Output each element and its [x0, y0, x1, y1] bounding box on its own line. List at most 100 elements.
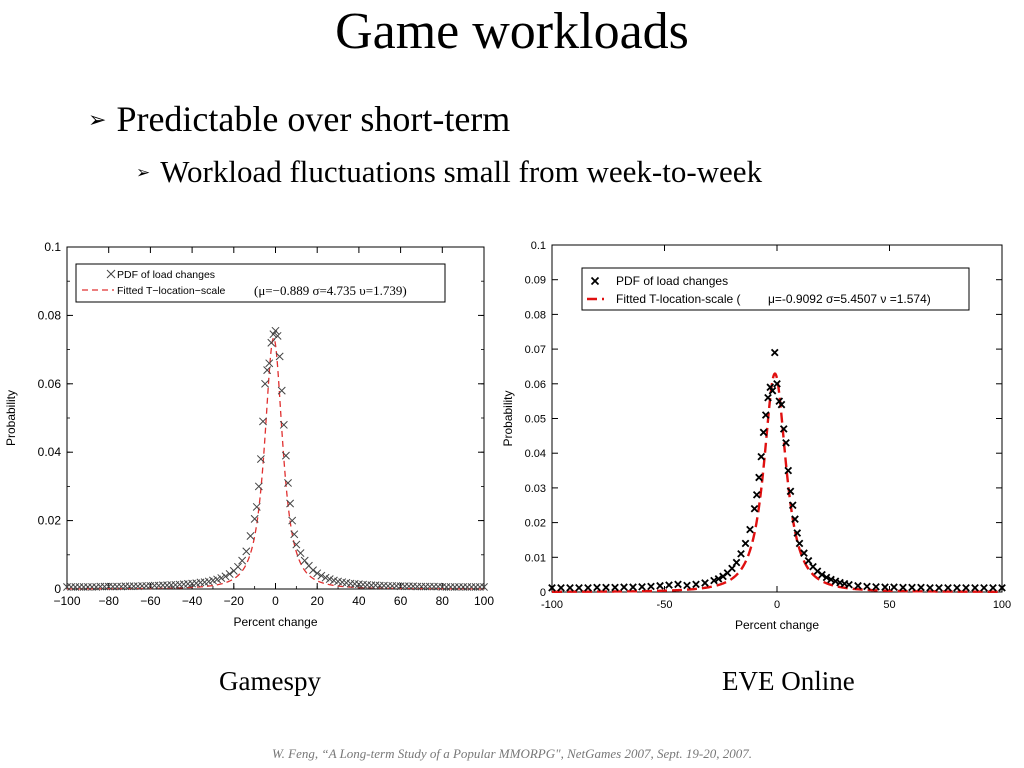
data-point-stroke	[647, 582, 655, 591]
data-point-stroke	[899, 583, 907, 592]
data-point-stroke	[674, 580, 682, 589]
legend: PDF of load changes Fitted T−location−sca…	[75, 263, 446, 303]
data-point-stroke	[768, 386, 777, 395]
data-point	[584, 583, 592, 592]
data-point	[309, 566, 317, 575]
data-point-stroke	[962, 583, 970, 592]
data-point-stroke	[822, 573, 831, 582]
data-point	[770, 348, 779, 357]
data-point-stroke	[714, 574, 723, 583]
bullet-level2: ➢ Workload fluctuations small from week-t…	[136, 154, 762, 190]
data-point-stroke	[256, 455, 265, 463]
citation: W. Feng, “A Long-term Study of a Popular…	[272, 746, 752, 761]
y-tick-label: 0.05	[525, 414, 546, 426]
data-point-stroke	[354, 580, 363, 589]
data-point	[962, 583, 970, 592]
data-point	[755, 473, 763, 482]
data-point	[213, 575, 222, 584]
y-tick-label: 0.06	[38, 377, 62, 391]
data-point	[277, 386, 286, 395]
y-tick-label: 0.02	[38, 514, 62, 528]
data-point-stroke	[252, 502, 261, 511]
legend-label: PDF of load changes	[616, 274, 728, 288]
x-tick-label: 0	[272, 594, 279, 608]
data-point-stroke	[683, 581, 691, 590]
data-point-stroke	[759, 428, 768, 437]
data-point-stroke	[784, 466, 793, 475]
data-point	[674, 580, 682, 589]
data-point	[602, 583, 610, 592]
data-point-stroke	[242, 547, 251, 556]
data-point-stroke	[786, 487, 795, 496]
data-point-stroke	[692, 580, 700, 589]
data-point	[795, 539, 804, 548]
data-point	[872, 582, 880, 591]
y-tick-label: 0.01	[525, 552, 546, 564]
bullet-level1: ➢ Predictable over short-term	[88, 98, 510, 140]
data-point	[286, 499, 295, 508]
bullet-arrow-icon: ➢	[136, 163, 151, 183]
data-point	[746, 525, 754, 534]
y-tick-label: 0.02	[525, 518, 546, 530]
fitted-curve-line	[552, 372, 1002, 593]
data-point	[788, 501, 797, 510]
data-point-stroke	[809, 562, 817, 571]
data-point-stroke	[728, 564, 736, 573]
data-point	[786, 487, 795, 496]
data-point	[238, 556, 247, 565]
data-point	[926, 583, 934, 592]
data-point	[793, 529, 802, 537]
data-point-stroke	[741, 539, 750, 548]
y-tick-label: 0	[54, 582, 61, 596]
legend-box	[75, 263, 446, 303]
data-point-stroke	[989, 583, 997, 592]
data-point-stroke	[908, 583, 916, 592]
data-point-stroke	[710, 576, 718, 585]
data-point	[313, 569, 322, 578]
data-point	[728, 564, 736, 573]
data-point-stroke	[275, 352, 284, 361]
data-point	[480, 582, 488, 591]
data-point-stroke	[935, 583, 943, 592]
data-point	[845, 580, 853, 589]
y-tick-label: 0.07	[525, 344, 546, 356]
x-tick-label: 40	[352, 594, 366, 608]
data-point-stroke	[804, 556, 813, 565]
y-tick-label: 0.08	[525, 309, 546, 321]
data-point	[732, 558, 741, 567]
data-point-stroke	[665, 581, 673, 589]
data-point	[292, 540, 301, 549]
data-point-stroke	[329, 576, 338, 585]
data-point-stroke	[980, 583, 988, 592]
data-point	[638, 582, 646, 591]
data-point-stroke	[379, 581, 388, 590]
x-tick-label: 60	[394, 594, 408, 608]
data-point	[288, 516, 297, 525]
data-point-stroke	[881, 583, 889, 591]
data-point-stroke	[800, 549, 808, 557]
x-tick-label: −60	[140, 594, 161, 608]
x-tick-label: 20	[311, 594, 325, 608]
data-point-stroke	[277, 386, 286, 395]
data-point	[290, 530, 299, 539]
data-point-stroke	[281, 451, 290, 460]
data-point	[791, 515, 799, 523]
data-point-stroke	[480, 582, 488, 591]
data-point	[575, 583, 583, 592]
data-point	[737, 549, 745, 558]
data-point	[822, 573, 831, 582]
data-point-stroke	[854, 581, 862, 590]
data-point-stroke	[288, 516, 297, 525]
data-point-stroke	[998, 583, 1006, 592]
data-point	[300, 556, 309, 565]
data-point	[259, 417, 267, 426]
data-point	[701, 579, 709, 587]
data-point-stroke	[701, 579, 709, 587]
data-point	[284, 479, 292, 487]
x-tick-label: −80	[99, 594, 120, 608]
bullet-level1-text: Predictable over short-term	[116, 99, 511, 139]
data-point-stroke	[795, 539, 804, 548]
bullet-arrow-icon: ➢	[88, 108, 107, 133]
legend: PDF of load changes Fitted T-location-sca…	[581, 267, 970, 311]
y-tick-label: 0.1	[531, 240, 546, 252]
